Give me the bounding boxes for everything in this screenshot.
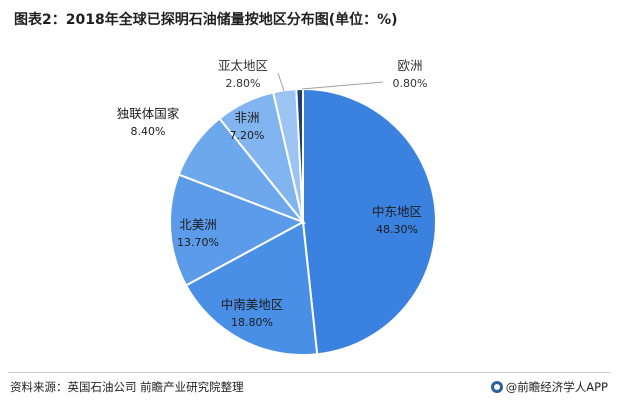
slice-name-label-1: 中东地区 xyxy=(372,204,422,219)
leader-line-6 xyxy=(277,72,285,92)
slice-value-label-5: 7.20% xyxy=(230,129,265,142)
slice-name-label-7: 欧洲 xyxy=(397,58,422,73)
pie-slice-3 xyxy=(169,173,306,287)
leader-line-7 xyxy=(301,81,384,90)
chart-title: 图表2：2018年全球已探明石油储量按地区分布图(单位：%) xyxy=(14,12,398,28)
slice-name-label-3: 北美洲 xyxy=(179,217,217,232)
slice-value-label-2: 18.80% xyxy=(231,316,273,329)
slice-name-label-5: 非洲 xyxy=(234,110,259,125)
pie-chart: 中东地区 48.30% 中南美地区 18.80% 北美洲 13.70% 独联体国家 8.40%… xyxy=(117,58,437,356)
brand-credit: @前瞻经济学人APP xyxy=(490,379,608,395)
source-note: 资料来源：英国石油公司 前瞻产业研究院整理 xyxy=(10,380,244,394)
slice-value-label-6: 2.80% xyxy=(226,77,261,90)
brand-logo-icon xyxy=(490,381,503,393)
slice-name-label-4: 独联体国家 xyxy=(117,106,180,121)
slice-value-label-1: 48.30% xyxy=(376,223,418,236)
slice-name-label-6: 亚太地区 xyxy=(218,58,268,73)
slice-name-label-2: 中南美地区 xyxy=(221,297,284,312)
pie-slice-1 xyxy=(302,87,437,356)
slice-value-label-3: 13.70% xyxy=(177,236,219,249)
footer-divider xyxy=(8,372,610,373)
brand-text: @前瞻经济学人APP xyxy=(505,380,608,394)
slice-value-label-7: 0.80% xyxy=(393,77,428,90)
pie-slice-2 xyxy=(184,220,319,356)
slice-value-label-4: 8.40% xyxy=(131,125,166,138)
